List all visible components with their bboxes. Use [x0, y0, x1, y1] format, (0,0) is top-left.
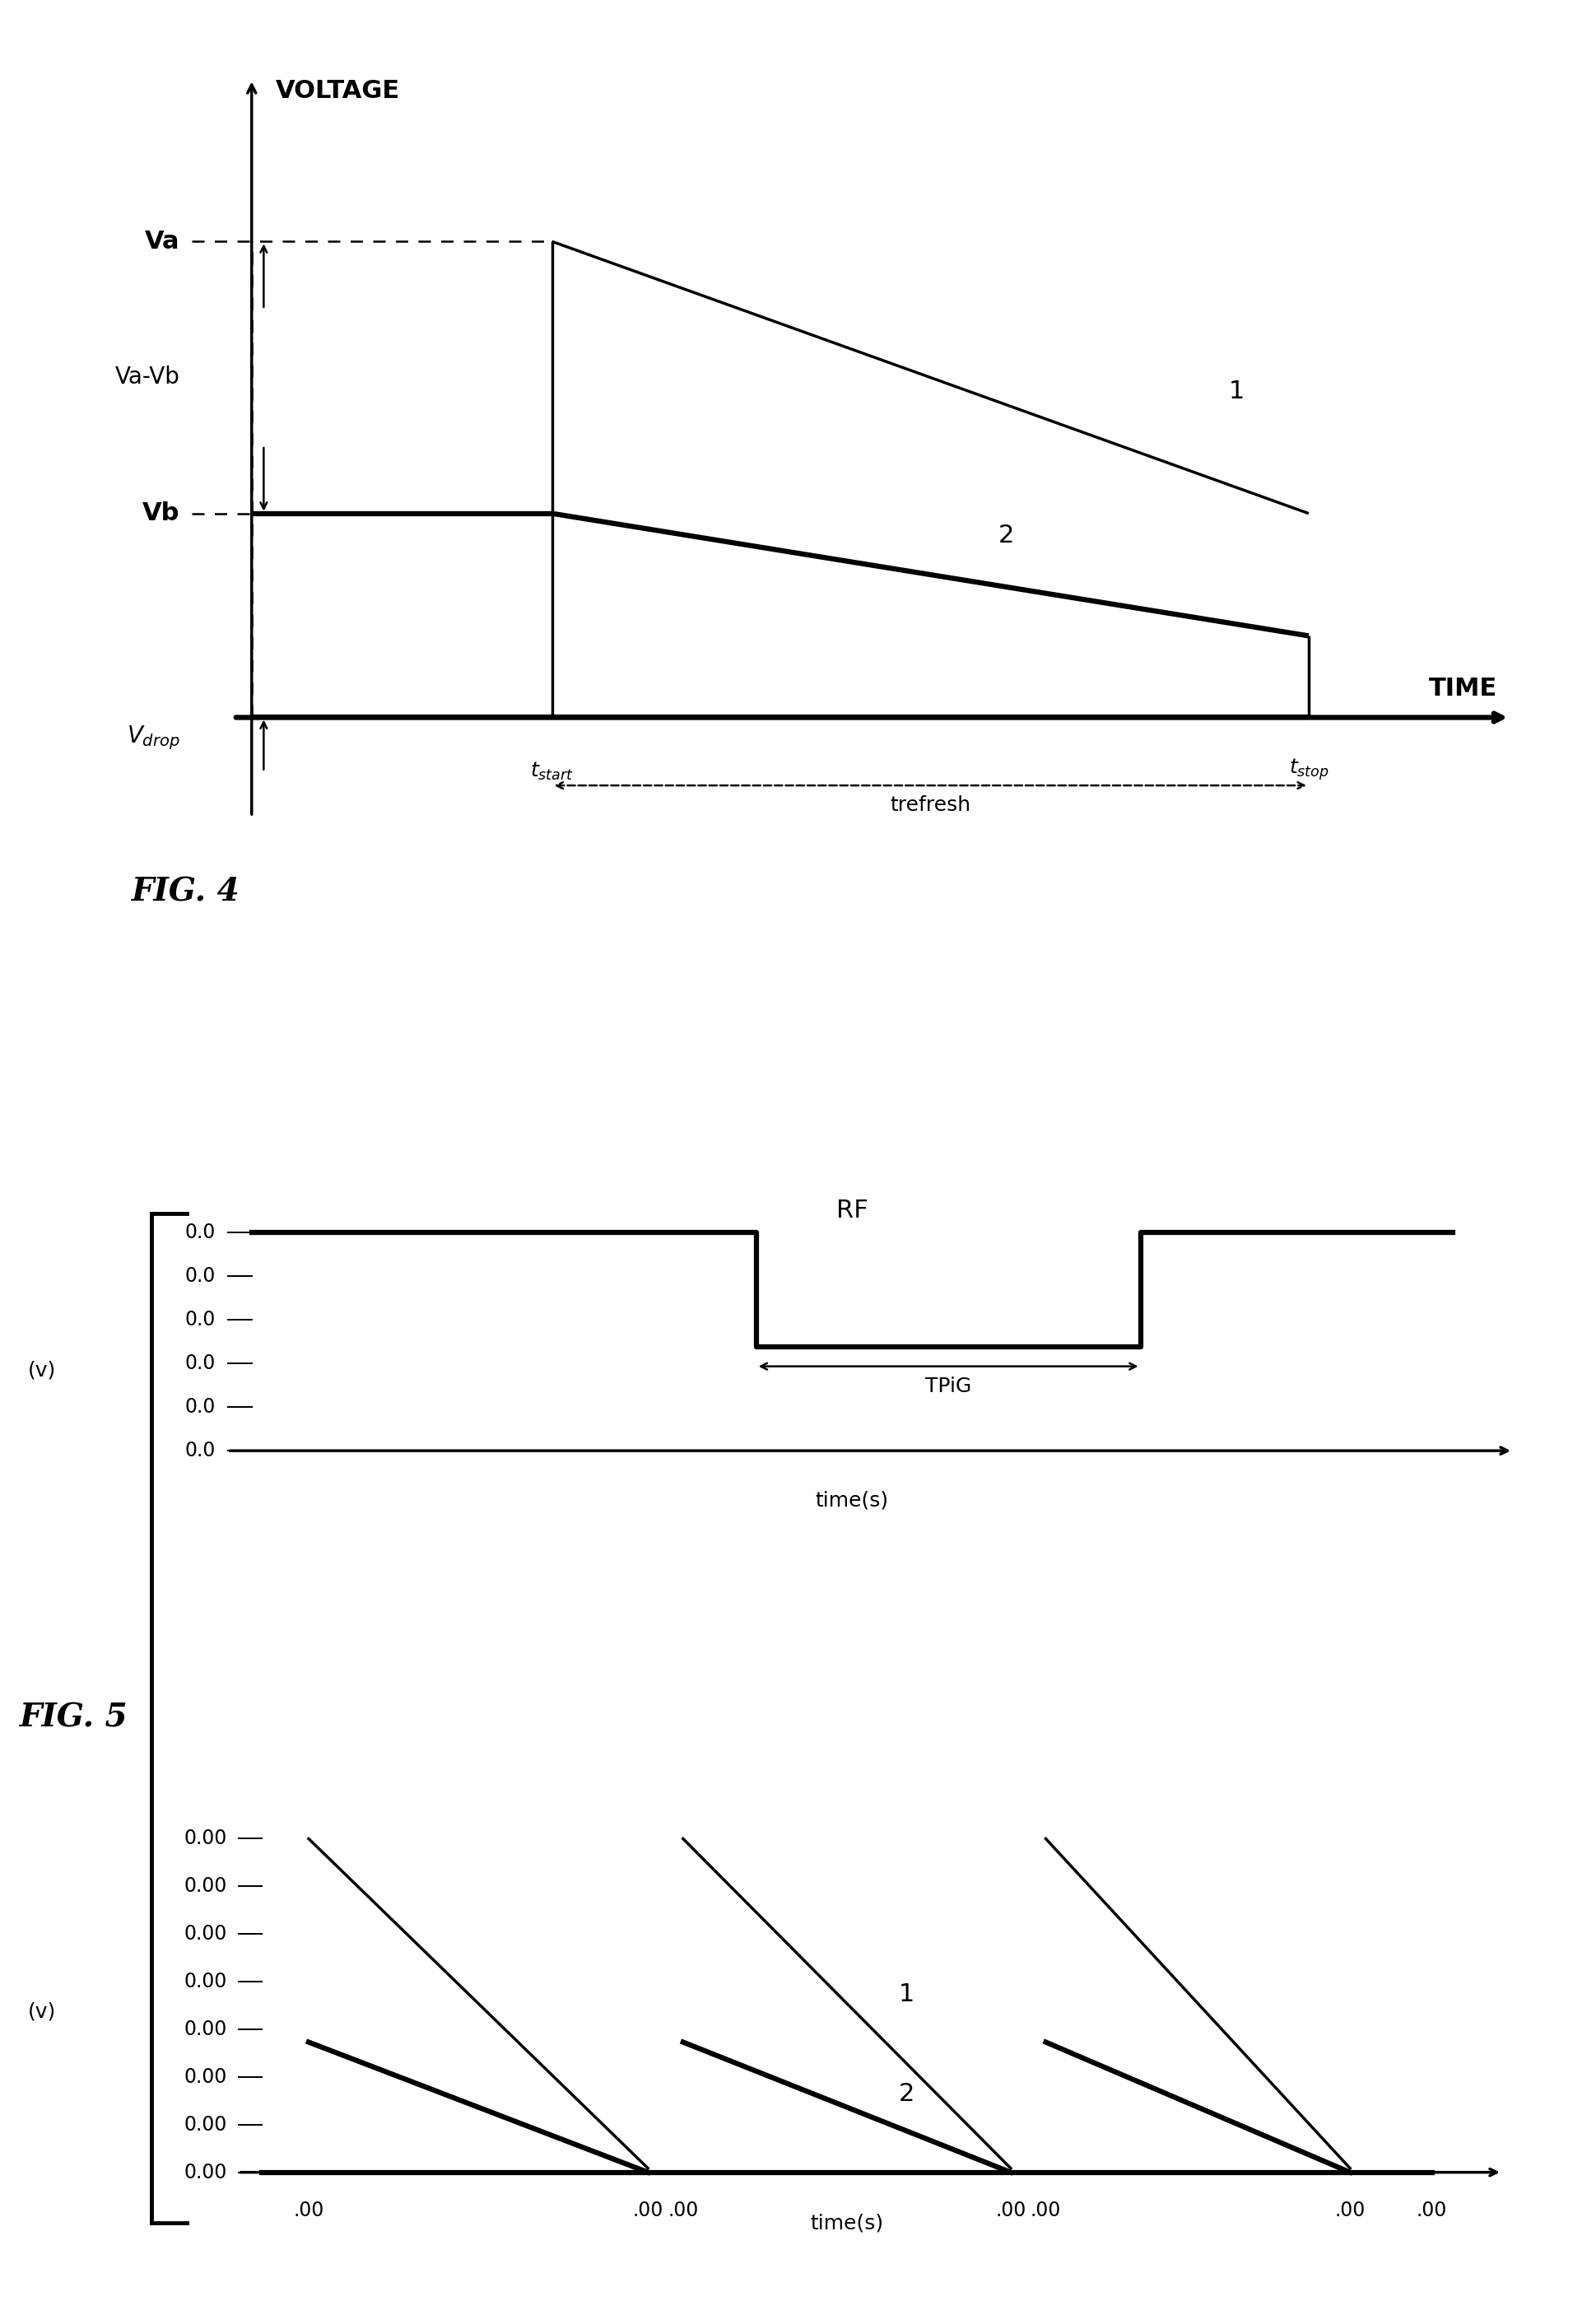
- Text: 1: 1: [899, 1982, 915, 2005]
- Text: $t_{stop}$: $t_{stop}$: [1288, 757, 1328, 782]
- Text: .00: .00: [294, 2202, 324, 2220]
- Text: RF: RF: [836, 1199, 868, 1222]
- Text: time(s): time(s): [809, 2213, 883, 2232]
- Text: Va-Vb: Va-Vb: [115, 366, 179, 389]
- Text: 1: 1: [1229, 380, 1245, 403]
- Text: 2: 2: [899, 2081, 915, 2107]
- Text: 0.00: 0.00: [184, 2067, 227, 2086]
- Text: TPiG: TPiG: [924, 1375, 970, 1396]
- Text: 0.00: 0.00: [184, 2162, 227, 2183]
- Text: 0.0: 0.0: [185, 1310, 215, 1329]
- Text: FIG. 4: FIG. 4: [131, 877, 239, 907]
- Text: 0.0: 0.0: [185, 1266, 215, 1285]
- Text: 2: 2: [998, 523, 1013, 546]
- Text: 0.00: 0.00: [184, 2116, 227, 2134]
- Text: (v): (v): [27, 2002, 56, 2021]
- Text: 0.0: 0.0: [185, 1398, 215, 1417]
- Text: FIG. 5: FIG. 5: [19, 1702, 128, 1734]
- Text: 0.00: 0.00: [184, 1972, 227, 1991]
- Text: .00: .00: [994, 2202, 1026, 2220]
- Text: .00: .00: [632, 2202, 662, 2220]
- Text: VOLTAGE: VOLTAGE: [276, 79, 401, 104]
- Text: .00: .00: [1416, 2202, 1446, 2220]
- Text: time(s): time(s): [816, 1491, 889, 1509]
- Text: .00: .00: [1029, 2202, 1061, 2220]
- Text: 0.0: 0.0: [185, 1354, 215, 1373]
- Text: Va: Va: [145, 229, 179, 252]
- Text: 0.0: 0.0: [185, 1440, 215, 1461]
- Text: .00: .00: [1334, 2202, 1365, 2220]
- Text: 0.00: 0.00: [184, 1924, 227, 1945]
- Text: TIME: TIME: [1428, 676, 1497, 701]
- Text: 0.0: 0.0: [185, 1222, 215, 1243]
- Text: $t_{start}$: $t_{start}$: [530, 759, 573, 782]
- Text: .00: .00: [667, 2202, 697, 2220]
- Text: 0.00: 0.00: [184, 1829, 227, 1850]
- Text: (v): (v): [27, 1361, 56, 1380]
- Text: 0.00: 0.00: [184, 2019, 227, 2040]
- Text: 0.00: 0.00: [184, 1877, 227, 1896]
- Text: trefresh: trefresh: [889, 796, 970, 815]
- Text: Vb: Vb: [142, 502, 179, 526]
- Text: $\mathit{V}_{drop}$: $\mathit{V}_{drop}$: [126, 725, 179, 752]
